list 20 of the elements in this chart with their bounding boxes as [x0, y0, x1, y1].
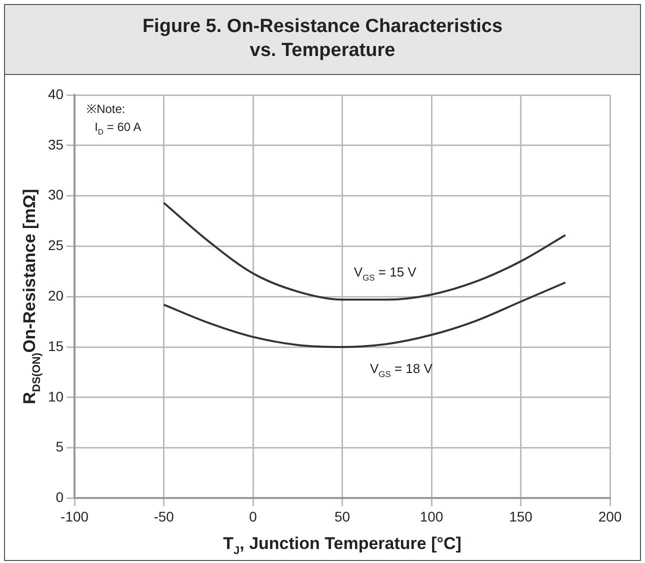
y-tick-label: 5 [56, 438, 64, 455]
line-series [162, 202, 566, 301]
x-tick-label: -100 [60, 508, 89, 524]
y-axis-title: RDS(ON)On-Resistance [mΩ] [20, 188, 44, 404]
x-tick-label: 200 [598, 508, 622, 524]
y-tick-label: 20 [48, 287, 64, 304]
x-tick-label: 50 [334, 508, 350, 524]
y-tick-label: 35 [48, 136, 64, 152]
y-tick-label: 40 [48, 86, 64, 102]
y-tick-label: 30 [48, 186, 64, 203]
x-tick-label: -50 [154, 508, 174, 524]
y-tick-label: 0 [56, 489, 64, 506]
y-tick-label: 10 [48, 388, 64, 404]
line-series [162, 281, 566, 348]
x-tick-label: 0 [249, 508, 258, 524]
y-tick-label: 15 [48, 338, 64, 354]
y-tick-label: 25 [48, 237, 64, 254]
x-tick-label: 100 [420, 508, 444, 524]
x-tick-label: 150 [509, 508, 533, 524]
chart-title: Figure 5. On-Resistance Characteristics vs. Temperature [5, 5, 640, 75]
